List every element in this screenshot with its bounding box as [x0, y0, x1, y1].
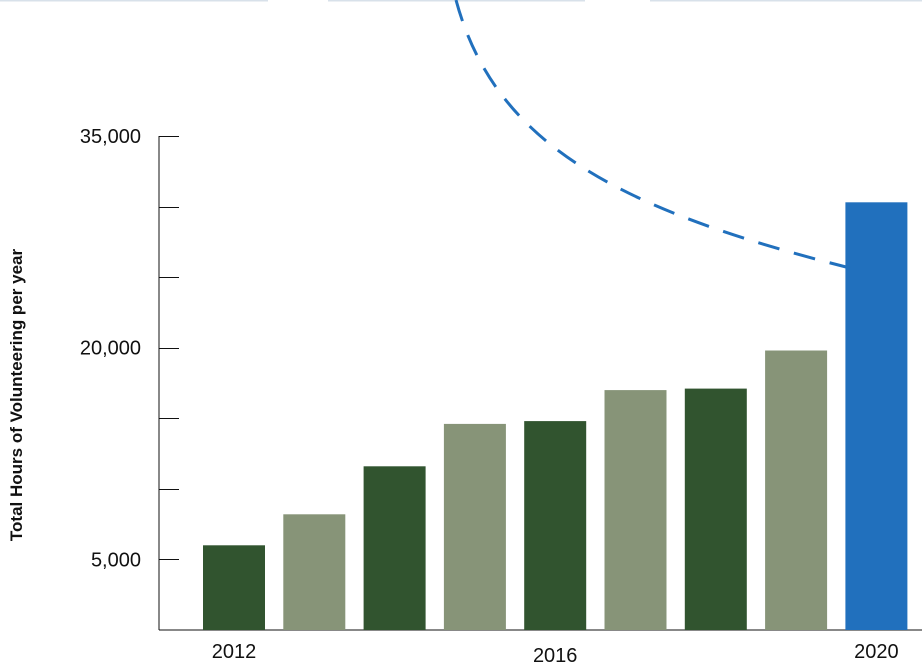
- annotations: [454, 0, 851, 270]
- bar-2018: [684, 388, 747, 630]
- bar-2013: [283, 514, 346, 630]
- bar-2016: [524, 421, 587, 630]
- y-tick-label: 5,000: [91, 549, 141, 571]
- bar-2017: [604, 390, 667, 630]
- x-axis-labels: 2012 2016 2020: [212, 641, 899, 667]
- bar-2020: [845, 202, 908, 631]
- y-axis-ticks: 5,000 20,000 35,000: [80, 126, 179, 571]
- bars: [203, 202, 908, 631]
- y-tick-label: 20,000: [80, 338, 141, 360]
- y-axis-label: Total Hours of Volunteering per year: [7, 249, 26, 542]
- y-tick-label: 35,000: [80, 126, 141, 148]
- x-tick-label: 2012: [212, 641, 257, 663]
- bar-2012: [203, 545, 265, 630]
- bar-2014: [363, 466, 426, 630]
- x-tick-label: 2016: [533, 645, 578, 667]
- x-tick-label: 2020: [854, 641, 899, 663]
- bar-2019: [765, 350, 828, 630]
- bar-2015: [443, 423, 506, 630]
- dashed-curve-annotation: [454, 0, 851, 270]
